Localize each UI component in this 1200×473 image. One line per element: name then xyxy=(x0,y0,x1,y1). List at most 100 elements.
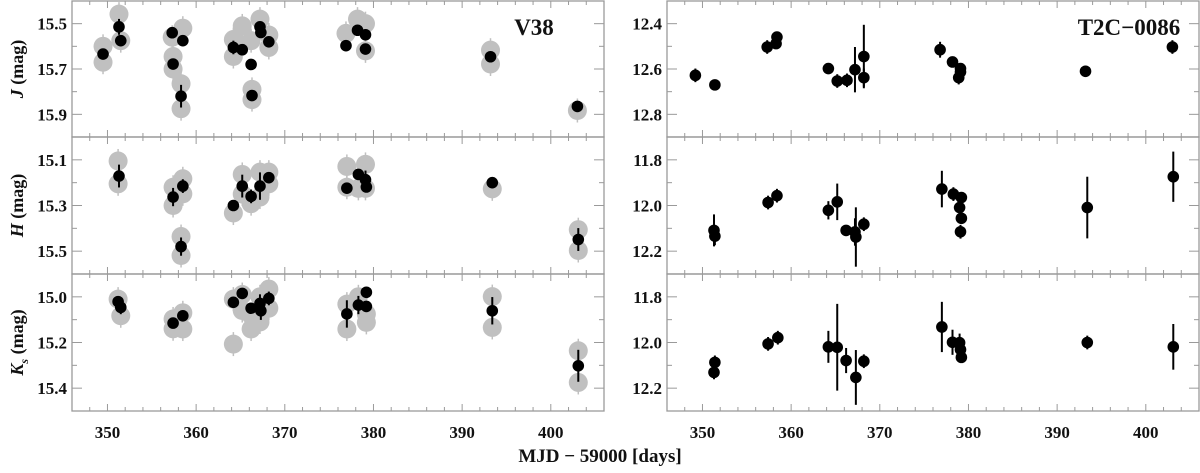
y-axis-label: J (mag) xyxy=(7,40,28,99)
data-point xyxy=(936,321,948,333)
data-point xyxy=(113,21,125,33)
panel-frame xyxy=(71,136,605,275)
y-tick-label: 12.0 xyxy=(632,197,662,216)
comparison-point xyxy=(336,23,356,43)
data-point xyxy=(858,218,870,231)
comparison-point xyxy=(93,52,113,72)
x-tick-label: 390 xyxy=(449,423,475,442)
panel-frame xyxy=(71,273,605,412)
data-point xyxy=(486,304,499,317)
y-tick-label: 12.2 xyxy=(632,242,662,261)
data-point xyxy=(236,180,249,192)
y-tick-label: 12.0 xyxy=(632,334,662,353)
data-point xyxy=(858,71,870,84)
y-tick-label: 12.8 xyxy=(632,105,662,124)
data-point xyxy=(359,28,372,41)
y-tick-label: 12.2 xyxy=(632,379,662,398)
data-point xyxy=(1079,65,1092,78)
data-point xyxy=(341,182,353,194)
y-tick-label: 15.1 xyxy=(37,151,67,170)
panel-frame xyxy=(666,273,1200,412)
y-tick-label: 15.9 xyxy=(37,105,67,124)
panel-label: T2C−0086 xyxy=(1078,15,1181,40)
y-axis-label: Ks (mag) xyxy=(7,309,31,376)
data-point xyxy=(255,26,267,39)
comparison-point xyxy=(171,74,191,94)
comparison-point xyxy=(482,287,502,307)
data-point xyxy=(822,204,835,217)
panel-4: 11.8 12.0 12.2 xyxy=(632,136,1200,275)
data-point xyxy=(850,231,862,243)
data-point xyxy=(840,224,852,237)
data-point xyxy=(254,180,266,192)
data-point xyxy=(831,196,844,208)
panel-1: 15.5 15.7 15.9 J (mag) V38 xyxy=(7,0,605,138)
x-tick-label: 370 xyxy=(867,423,893,442)
data-point xyxy=(849,63,861,76)
data-point xyxy=(1081,336,1094,349)
y-tick-label: 12.4 xyxy=(632,15,662,34)
y-tick-label: 15.7 xyxy=(37,60,67,79)
data-point xyxy=(954,66,967,78)
comparison-point xyxy=(108,151,128,171)
comparison-point xyxy=(337,319,357,339)
data-point xyxy=(236,43,249,56)
data-point xyxy=(955,191,968,204)
panel-frame xyxy=(666,136,1200,275)
x-tick-label: 380 xyxy=(361,423,387,442)
data-point xyxy=(954,225,967,238)
y-tick-label: 15.0 xyxy=(37,288,67,307)
data-point xyxy=(689,69,702,82)
comparison-point xyxy=(568,372,588,392)
comparison-point xyxy=(223,334,243,354)
y-tick-label: 12.6 xyxy=(632,60,662,79)
data-point xyxy=(858,50,870,63)
data-point xyxy=(114,34,127,47)
data-point xyxy=(263,292,275,305)
x-tick-label: 380 xyxy=(956,423,982,442)
data-point xyxy=(263,171,275,184)
comparison-point xyxy=(171,227,191,247)
data-point xyxy=(175,240,187,253)
comparison-point xyxy=(111,306,131,326)
panel-2: 12.4 12.6 12.8 T2C−0086 xyxy=(632,0,1200,138)
data-point xyxy=(177,34,189,47)
data-point xyxy=(236,287,249,300)
data-point xyxy=(245,190,257,203)
data-point xyxy=(167,191,179,203)
data-point xyxy=(934,43,946,56)
data-point xyxy=(850,371,862,384)
data-point xyxy=(360,286,373,299)
comparison-point xyxy=(337,156,357,176)
panel-label: V38 xyxy=(514,15,554,40)
data-point xyxy=(486,176,499,189)
y-axis-label: H (mag) xyxy=(7,174,28,239)
data-point xyxy=(708,366,720,379)
x-tick-label: 360 xyxy=(778,423,804,442)
data-point xyxy=(175,90,187,102)
x-tick-label: 350 xyxy=(95,423,121,442)
data-point xyxy=(831,341,844,354)
x-tick-label: 370 xyxy=(272,423,298,442)
data-point xyxy=(359,43,372,55)
data-point xyxy=(955,351,968,364)
data-point xyxy=(858,355,870,368)
data-point xyxy=(831,75,844,87)
data-point xyxy=(1167,170,1180,183)
comparison-point xyxy=(259,279,279,299)
panel-6: 350 360 370 380 390 400 11.8 12.0 12.2 xyxy=(632,273,1200,442)
comparison-point xyxy=(173,18,193,38)
data-point xyxy=(245,302,257,315)
data-point xyxy=(166,26,178,39)
data-point xyxy=(572,233,585,246)
data-point xyxy=(114,301,127,314)
data-point xyxy=(177,309,189,322)
data-point xyxy=(762,196,774,209)
y-tick-label: 15.4 xyxy=(37,379,67,398)
data-point xyxy=(341,308,353,320)
data-point xyxy=(227,296,240,309)
data-point xyxy=(360,181,373,193)
data-point xyxy=(227,199,240,212)
data-point xyxy=(1167,341,1180,353)
